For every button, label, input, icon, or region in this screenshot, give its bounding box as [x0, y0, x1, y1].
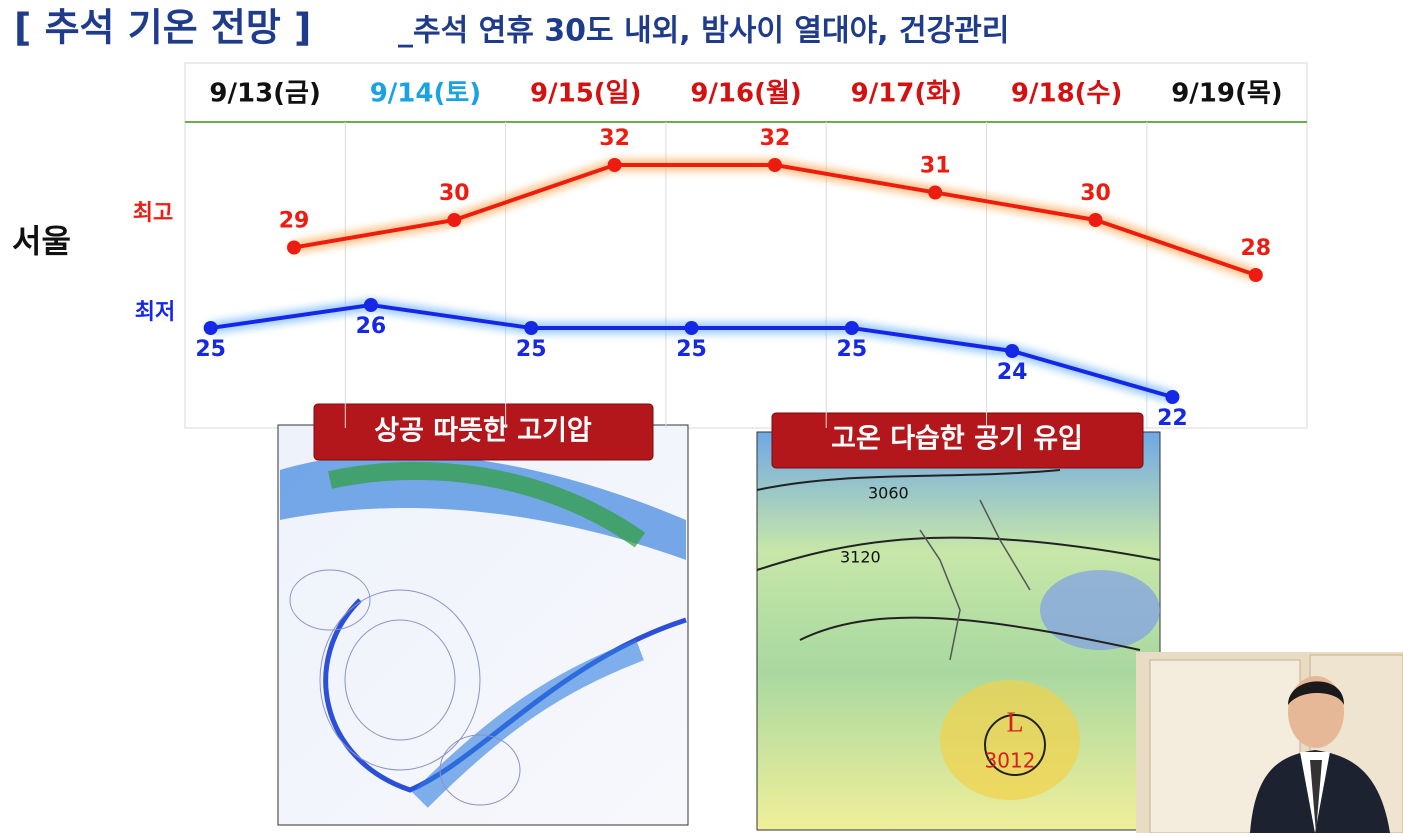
- legend-label: 최고: [133, 201, 173, 226]
- data-label: 32: [599, 126, 630, 151]
- caption-box: [771, 412, 1144, 469]
- data-point: [607, 158, 622, 172]
- x-tick-label: 9/18(수): [1011, 79, 1122, 109]
- data-point: [684, 321, 699, 335]
- map-right: [756, 431, 1161, 831]
- map-label: 3120: [840, 548, 881, 567]
- x-tick-label: 9/14(토): [370, 79, 481, 109]
- map-left: [277, 424, 689, 826]
- data-label: 22: [1157, 406, 1188, 431]
- data-label: 25: [195, 337, 226, 362]
- map-caption: 상공 따뜻한 고기압: [374, 416, 592, 447]
- data-label: 30: [1080, 181, 1111, 206]
- data-label: 30: [439, 181, 470, 206]
- data-label: 28: [1240, 236, 1271, 261]
- data-point: [928, 185, 943, 200]
- data-label: 32: [760, 126, 791, 151]
- title: [ 추석 기온 전망 ]: [14, 6, 311, 50]
- data-point: [363, 298, 378, 312]
- x-tick-label: 9/17(화): [851, 79, 962, 109]
- data-point: [203, 321, 218, 335]
- data-point: [844, 321, 859, 335]
- data-point: [287, 240, 302, 255]
- x-tick-label: 9/13(금): [209, 79, 320, 109]
- map-label: 3060: [868, 484, 909, 503]
- data-label: 25: [516, 337, 547, 362]
- data-label: 29: [279, 209, 310, 234]
- caption-box: [313, 403, 654, 461]
- webcam: [1136, 652, 1403, 834]
- legend-label: 최저: [135, 300, 175, 325]
- x-tick-label: 9/19(목): [1171, 79, 1282, 109]
- data-point: [1005, 344, 1020, 358]
- data-label: 26: [356, 314, 387, 339]
- data-label: 25: [676, 337, 707, 362]
- data-point: [767, 158, 782, 172]
- data-point: [447, 213, 462, 227]
- map-label: L: [1006, 707, 1023, 738]
- x-tick-label: 9/16(월): [690, 79, 801, 109]
- data-point: [1165, 390, 1180, 404]
- data-point: [1088, 213, 1103, 227]
- data-point: [1248, 268, 1263, 282]
- subtitle: _추석 연휴 30도 내외, 밤사이 열대야, 건강관리: [398, 14, 1009, 49]
- map-label: 3012: [985, 749, 1036, 773]
- chart-frame: [184, 62, 1308, 429]
- data-label: 31: [920, 154, 951, 179]
- x-tick-label: 9/15(일): [530, 79, 641, 109]
- data-label: 24: [997, 360, 1028, 385]
- row-label: 서울: [12, 222, 71, 260]
- map-caption: 고온 다습한 공기 유입: [831, 424, 1083, 455]
- data-point: [524, 321, 539, 335]
- data-label: 25: [837, 337, 868, 362]
